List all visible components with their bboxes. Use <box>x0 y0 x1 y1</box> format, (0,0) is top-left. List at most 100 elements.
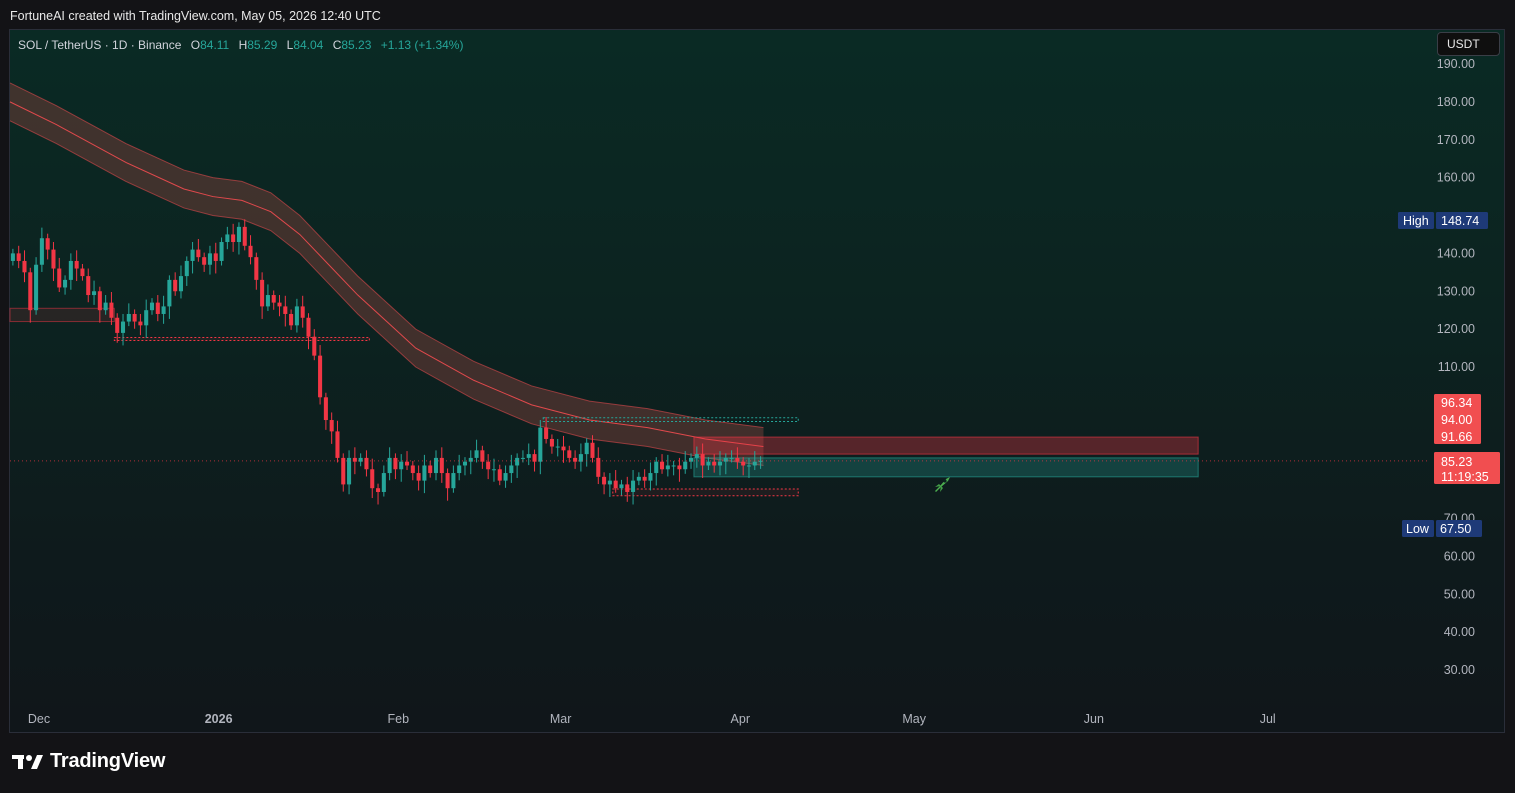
time-tick: Dec <box>28 712 50 726</box>
candle-body <box>578 454 583 462</box>
candle-body <box>254 257 259 280</box>
candle-body <box>126 313 131 322</box>
price-label: 94.00 <box>1441 413 1472 427</box>
time-tick: Mar <box>550 712 572 726</box>
candle-body <box>97 291 102 311</box>
candle-body <box>265 295 270 307</box>
candle-body <box>45 238 50 250</box>
candle-body <box>555 446 560 448</box>
candle-body <box>410 465 415 474</box>
close-value: 85.23 <box>341 38 372 52</box>
candle-body <box>207 253 212 265</box>
candle-body <box>509 465 514 474</box>
candle-body <box>717 461 723 466</box>
currency-button[interactable]: USDT <box>1437 32 1500 56</box>
low-value: 67.50 <box>1440 522 1471 536</box>
candle-body <box>155 302 160 314</box>
candle-body <box>39 238 44 265</box>
bar-countdown: 11:19:35 <box>1441 470 1489 484</box>
candle-body <box>694 454 699 458</box>
candle-body <box>584 442 589 455</box>
candle-body <box>399 461 404 470</box>
candle-body <box>480 450 485 462</box>
candle-body <box>602 476 607 485</box>
high-label: H <box>238 38 248 52</box>
change-value: +1.13 (+1.34%) <box>380 38 464 52</box>
candle-body <box>735 457 740 462</box>
candle-body <box>613 480 618 489</box>
candle-body <box>607 480 612 485</box>
low-label: Low <box>1406 522 1430 536</box>
low-value-badge <box>1436 520 1482 537</box>
open-value: 84.11 <box>200 38 230 52</box>
band-upper-line <box>9 82 764 429</box>
candle-body <box>34 264 39 311</box>
zone-2 <box>542 417 799 423</box>
candle-body <box>433 457 439 474</box>
candle-body <box>538 427 543 462</box>
candle-body <box>167 279 172 307</box>
last-price-badge <box>1434 452 1500 484</box>
candle-body <box>260 279 265 307</box>
candle-body <box>306 317 311 337</box>
price-label: 91.66 <box>1441 430 1472 444</box>
candle-body <box>231 234 236 243</box>
candle-body <box>109 302 114 318</box>
candle-body <box>335 431 340 458</box>
candle-body <box>439 457 444 474</box>
price-tick: 30.00 <box>1444 663 1475 677</box>
candle-body <box>393 457 398 470</box>
candle-body <box>596 457 601 477</box>
band-lower-line <box>9 120 764 466</box>
chart-frame[interactable] <box>9 29 1505 733</box>
candle-body <box>752 461 757 466</box>
zones <box>9 307 1199 497</box>
high-value: 148.74 <box>1441 214 1479 228</box>
candle-body <box>74 260 79 269</box>
symbol-name: SOL / TetherUS · 1D · Binance <box>18 38 182 52</box>
candle-body <box>381 473 386 492</box>
candle-body <box>358 457 363 462</box>
moving-average-band <box>9 82 764 466</box>
candle-body <box>132 313 137 322</box>
candle-body <box>341 457 346 485</box>
zone-4 <box>693 436 1199 455</box>
candle-body <box>491 469 496 471</box>
tradingview-logo[interactable]: TradingView <box>12 750 165 773</box>
zone-1 <box>113 336 370 341</box>
candle-body <box>451 473 456 489</box>
candle-body <box>352 457 357 462</box>
candle-body <box>364 457 369 470</box>
candle-body <box>428 465 433 474</box>
candle-body <box>567 450 572 458</box>
candle-body <box>283 306 288 314</box>
high-label: High <box>1403 214 1429 228</box>
candle-body <box>289 313 294 326</box>
candle-body <box>619 484 624 489</box>
candle-body <box>236 226 241 243</box>
candle-body <box>22 260 27 273</box>
candle-body <box>294 306 299 326</box>
time-tick: May <box>902 712 926 726</box>
open-label: O <box>190 38 201 52</box>
candle-body <box>503 473 508 481</box>
low-label-badge <box>1402 520 1434 537</box>
candle-body <box>115 317 120 333</box>
candle-body <box>486 461 491 470</box>
time-tick: Jun <box>1084 712 1104 726</box>
low-value: 84.04 <box>293 38 324 52</box>
high-value-badge <box>1436 212 1488 229</box>
candle-body <box>700 454 705 466</box>
price-label: 96.34 <box>1441 396 1472 410</box>
candle-body <box>648 473 653 481</box>
candle-body <box>120 321 126 333</box>
candle-body <box>190 249 195 261</box>
candle-body <box>347 457 352 485</box>
candle-body <box>28 272 33 311</box>
candle-body <box>660 461 665 470</box>
price-tick: 170.00 <box>1437 133 1475 147</box>
candle-body <box>677 465 682 470</box>
candle-body <box>729 457 734 459</box>
